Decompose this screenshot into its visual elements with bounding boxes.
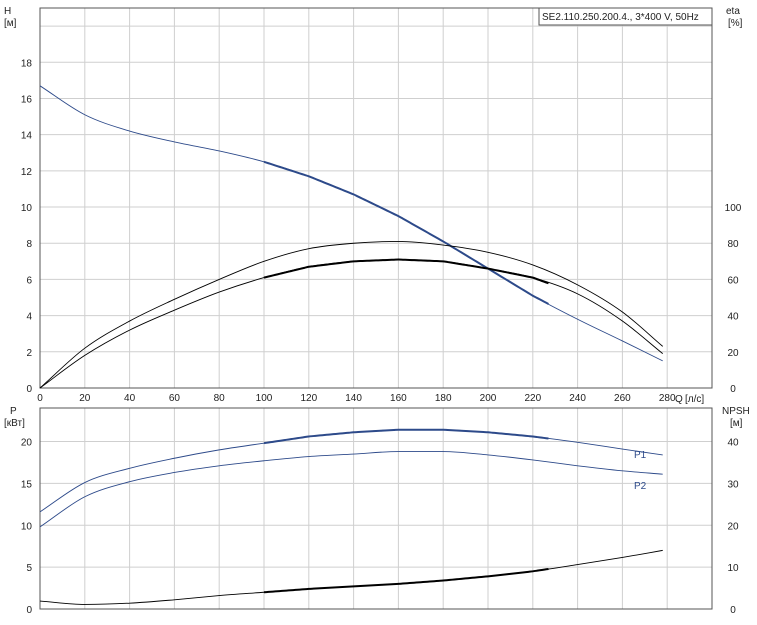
head-efficiency-grid xyxy=(40,8,712,388)
power-npsh-y-left-tick-label: 20 xyxy=(21,438,33,449)
head-efficiency-series-0-curve xyxy=(39,85,663,362)
npsh-axis-label: NPSH xyxy=(722,406,750,417)
head-efficiency-y-left-tick-label: 8 xyxy=(26,239,32,250)
power-npsh-y-right-tick-label: 30 xyxy=(727,479,739,490)
power-npsh-y-right-tick-label: 40 xyxy=(727,438,739,449)
head-efficiency-x-tick-label: 140 xyxy=(345,393,362,404)
power-npsh-series-1-curve xyxy=(39,451,663,528)
head-efficiency-y-left-tick-label: 4 xyxy=(26,312,32,323)
npsh-axis-unit: [м] xyxy=(730,418,743,429)
power-axis-unit: [кВт] xyxy=(4,418,25,429)
head-efficiency-x-tick-label: 280 xyxy=(659,393,676,404)
chart-title-box xyxy=(538,7,713,26)
head-efficiency-y-left-tick-label: 12 xyxy=(21,167,33,178)
head-efficiency-x-tick-label: 40 xyxy=(124,393,136,404)
head-efficiency-curves xyxy=(39,85,664,389)
head-efficiency-y-right-tick-label: 100 xyxy=(725,203,742,214)
power-npsh-series-0-curve xyxy=(39,429,663,513)
power-npsh-series-2-curve xyxy=(39,549,663,605)
chart-title: SE2.110.250.200.4., 3*400 V, 50Hz xyxy=(542,12,699,23)
power-npsh-y-left-tick-label: 0 xyxy=(26,605,32,616)
head-efficiency-y-left-tick-label: 18 xyxy=(21,58,33,69)
head-efficiency-series-0-operating-range xyxy=(263,160,549,305)
head-efficiency-x-tick-label: 60 xyxy=(169,393,181,404)
flow-axis-label: Q xyxy=(675,394,683,405)
power-npsh-y-left-tick-label: 5 xyxy=(26,563,32,574)
power-npsh-grid xyxy=(40,408,712,609)
head-efficiency-y-left-tick-label: 10 xyxy=(21,203,33,214)
head-efficiency-x-tick-label: 100 xyxy=(256,393,273,404)
head-efficiency-x-tick-label: 20 xyxy=(79,393,91,404)
head-efficiency-x-tick-label: 80 xyxy=(214,393,226,404)
head-efficiency-y-right-tick-label: 0 xyxy=(730,384,736,395)
power-npsh-curves xyxy=(39,428,663,605)
power-npsh-y-right-tick-label: 0 xyxy=(730,605,736,616)
head-efficiency-y-left-tick-label: 14 xyxy=(21,131,33,142)
head-axis-unit: [м] xyxy=(4,18,17,29)
head-efficiency-x-tick-label: 220 xyxy=(524,393,541,404)
power-npsh-series-2-operating-range xyxy=(263,567,549,594)
head-efficiency-y-left-tick-label: 2 xyxy=(26,348,32,359)
head-efficiency-y-left-tick-label: 6 xyxy=(26,275,32,286)
head-efficiency-y-left-tick-label: 0 xyxy=(26,384,32,395)
head-efficiency-x-tick-label: 120 xyxy=(300,393,317,404)
head-efficiency-x-tick-label: 260 xyxy=(614,393,631,404)
head-efficiency-y-right-tick-label: 60 xyxy=(727,275,739,286)
head-efficiency-x-tick-label: 200 xyxy=(480,393,497,404)
power-npsh-y-left-tick-label: 10 xyxy=(21,521,33,532)
power-npsh-series-0-operating-range xyxy=(263,428,549,445)
power-axis-label: P xyxy=(10,406,17,417)
head-efficiency-x-tick-label: 0 xyxy=(37,393,43,404)
power-npsh-y-right-tick-label: 10 xyxy=(727,563,739,574)
head-axis-label: H xyxy=(4,6,11,17)
power-npsh-panel: 0 5 10 15 20 0 10 20 30 40 P [кВт] NPSH [м] P1 P2 xyxy=(4,406,750,616)
head-efficiency-panel: 0 20 40 60 80 100 120 140 160 180 200 220 240 260 2800… xyxy=(4,6,743,405)
power-npsh-y-left-tick-label: 15 xyxy=(21,479,33,490)
efficiency-axis-label: eta xyxy=(726,6,740,17)
head-efficiency-x-tick-label: 180 xyxy=(435,393,452,404)
head-efficiency-series-2-operating-range xyxy=(263,258,549,285)
head-efficiency-y-right-tick-label: 40 xyxy=(727,312,739,323)
head-efficiency-y-right-tick-label: 80 xyxy=(727,239,739,250)
head-efficiency-x-tick-label: 240 xyxy=(569,393,586,404)
power-npsh-y-right-tick-label: 20 xyxy=(727,521,739,532)
head-efficiency-frame xyxy=(39,7,713,389)
power-npsh-frame xyxy=(39,407,713,610)
series-label-p1: P1 xyxy=(634,450,647,461)
head-efficiency-x-tick-label: 160 xyxy=(390,393,407,404)
head-efficiency-tick-labels: 0 20 40 60 80 100 120 140 160 180 200 220 240 260 2800… xyxy=(21,58,742,404)
power-npsh-tick-labels: 0 5 10 15 20 0 10 20 30 40 xyxy=(21,438,739,617)
flow-axis-unit: [л/с] xyxy=(685,394,704,405)
efficiency-axis-unit: [%] xyxy=(728,18,743,29)
head-efficiency-y-left-tick-label: 16 xyxy=(21,94,33,105)
head-efficiency-y-right-tick-label: 20 xyxy=(727,348,739,359)
head-efficiency-series-1-curve xyxy=(39,240,664,389)
head-efficiency-series-2-curve xyxy=(39,259,664,389)
series-label-p2: P2 xyxy=(634,481,647,492)
